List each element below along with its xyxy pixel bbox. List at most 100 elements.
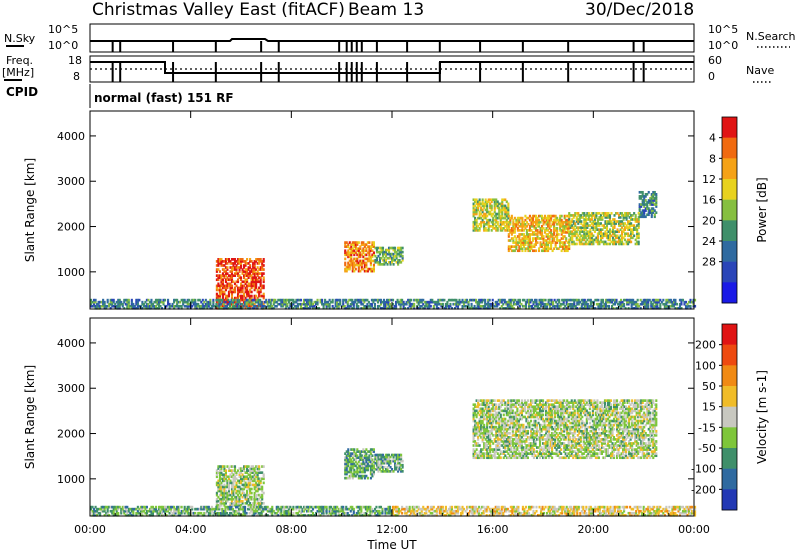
data-cell [602,299,604,302]
colorbar-tick-label: 16 [702,194,716,207]
data-cell [689,305,691,308]
nsky-label: N.Sky [4,32,36,45]
data-cell [662,299,664,302]
data-cell [373,251,375,254]
y-tick-label: 3000 [57,175,85,188]
data-cell [167,299,169,302]
data-cell [373,241,375,244]
data-cell [251,488,253,491]
data-cell [344,262,346,265]
data-cell [368,241,370,244]
data-cell [339,299,341,302]
data-cell [674,299,676,302]
data-cell [516,407,518,410]
data-cell [519,299,521,302]
data-cell [402,251,404,254]
data-cell [251,295,253,298]
data-cell [263,264,265,267]
data-cell [561,215,563,218]
nsky-panel-frame [90,24,694,52]
colorbar-label: Power [dB] [755,177,769,242]
data-cell [249,299,251,302]
data-cell [194,299,196,302]
data-cell [402,255,404,258]
data-cell [209,299,211,302]
y-tick-label: 4000 [57,130,85,143]
data-cell [263,465,265,468]
colorbar-swatch [722,158,737,179]
freq-tick-top: 18 [68,54,82,67]
data-cell [367,477,369,480]
data-cell [321,299,323,302]
data-cell [224,301,226,304]
data-cell [113,299,115,302]
data-cell [263,502,265,505]
data-cell [261,486,263,489]
data-cell [484,299,486,302]
nsky-drop-markers [113,41,644,52]
data-cell [492,299,494,302]
data-cell [509,432,511,435]
data-cell [373,465,375,468]
data-cell [107,299,109,302]
data-cell [358,241,360,244]
data-cell [394,247,396,250]
data-cell [443,299,445,302]
data-cell [221,299,223,302]
data-cell [300,299,302,302]
data-cell [246,258,248,261]
colorbar-swatch [722,282,737,303]
colorbar-swatch [722,241,737,262]
data-cell [234,465,236,468]
data-cell [258,465,260,468]
data-cell [355,268,357,271]
data-cell [504,418,506,421]
y-tick-label: 2000 [57,221,85,234]
data-cell [521,217,523,220]
data-cell [655,211,657,214]
data-cell [347,448,349,451]
data-cell [373,264,375,267]
data-cell [261,301,263,304]
nsearch-scale-bottom: 10^0 [708,39,738,52]
data-cell [633,234,635,237]
data-cell [393,263,395,266]
data-cell [479,444,481,447]
data-cell [527,399,529,402]
data-cell [263,473,265,476]
data-cell [535,299,537,302]
data-cell [249,264,251,267]
nave-label: Nave [746,64,774,77]
data-cell [373,448,375,451]
data-cell [542,235,544,238]
data-cell [233,299,235,302]
data-cell [263,482,265,485]
data-cell [522,424,524,427]
y-axis-label: Slant Range [km] [23,158,37,262]
data-cell [495,403,497,406]
data-cell [344,258,346,261]
colorbar-tick-label: 20 [702,214,716,227]
data-cell [479,198,481,201]
data-cell [536,241,538,244]
colorbar-tick-label: 8 [709,152,716,165]
data-cell [442,303,444,306]
data-cell [263,258,265,261]
data-cell [635,214,637,217]
data-cell [638,241,640,244]
data-cell [597,299,599,302]
data-cell [242,500,244,503]
data-cell [676,303,678,306]
data-cell [476,448,478,451]
data-cell [263,285,265,288]
data-cell [402,464,404,467]
data-cell [565,237,567,240]
data-cell [592,234,594,237]
nsky-scale-top: 10^5 [48,23,78,36]
nsearch-scale-top: 10^5 [708,23,738,36]
nsky-scale-bottom: 10^0 [48,39,78,52]
freq-tick-bottom: 8 [73,70,80,83]
